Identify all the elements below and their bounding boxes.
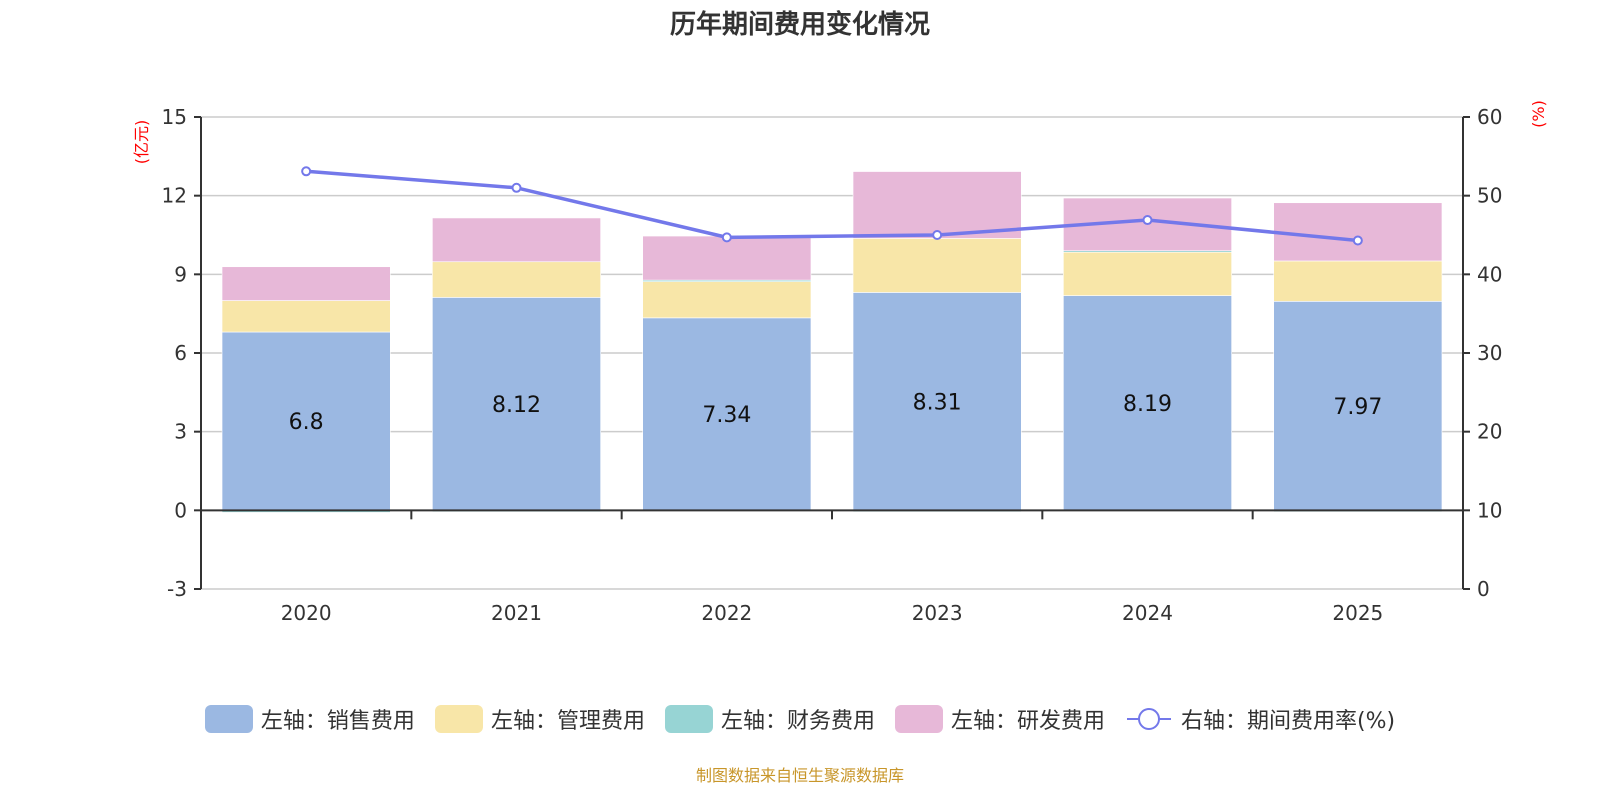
bar-segment	[642, 280, 812, 319]
right-axis-tick-label: 10	[1477, 498, 1502, 522]
bar-segment	[642, 235, 812, 281]
right-axis-tick-label: 50	[1477, 184, 1502, 208]
bar-value-label: 8.12	[492, 393, 541, 418]
bar-value-label: 8.19	[1123, 392, 1172, 417]
right-axis-tick-label: 20	[1477, 420, 1502, 444]
bar-segment	[432, 217, 601, 263]
bar-segment	[642, 317, 812, 511]
legend-item-rnd[interactable]: 左轴：研发费用	[894, 703, 1105, 735]
legend-label-sales: 左轴：销售费用	[260, 709, 415, 734]
bar-segment	[852, 171, 1022, 239]
legend-label-finance: 左轴：财务费用	[720, 709, 875, 734]
legend-label-rnd: 左轴：研发费用	[950, 709, 1105, 734]
right-axis-tick-label: 60	[1477, 105, 1502, 129]
right-axis-tick-label: 0	[1477, 577, 1490, 601]
x-axis-tick-label: 2021	[491, 601, 542, 625]
axes: -3 0 3 6 9 12 15 0 10 20 30 40 50 60 2020 2021 2022 2023 2…	[162, 105, 1503, 625]
bar-segment	[1273, 260, 1443, 302]
legend-label-rate: 右轴：期间费用率(%)	[1180, 709, 1396, 734]
left-axis-tick-label: 15	[162, 105, 187, 129]
legend-swatch-finance	[664, 705, 713, 733]
rate-line-point	[1142, 215, 1153, 226]
bar-segment	[221, 300, 391, 333]
legend-item-finance[interactable]: 左轴：财务费用	[664, 703, 875, 735]
left-axis-tick-label: 0	[174, 498, 187, 522]
bar-segment	[1273, 301, 1443, 511]
legend-item-sales[interactable]: 左轴：销售费用	[204, 703, 415, 735]
x-axis-tick-label: 2023	[912, 601, 963, 625]
rate-line-point	[1352, 235, 1363, 246]
x-axis-tick-label: 2025	[1332, 601, 1383, 625]
chart-plot: -3 0 3 6 9 12 15 0 10 20 30 40 50 60 2020 2021 2022 2023 2…	[132, 100, 1548, 625]
bar-value-label: 8.31	[913, 390, 962, 415]
chart-title: 历年期间费用变化情况	[669, 10, 930, 40]
grid-lines	[201, 116, 1463, 590]
left-axis-tick-label: 12	[162, 184, 187, 208]
rate-line-point	[301, 166, 312, 177]
bar-value-label: 6.8	[289, 410, 324, 435]
bar-segment	[221, 331, 391, 511]
x-axis-tick-label: 2022	[701, 601, 752, 625]
legend-item-rate[interactable]: 右轴：期间费用率(%)	[1125, 703, 1395, 735]
rate-line-point	[511, 182, 522, 193]
legend-line-circle-icon	[1126, 708, 1171, 730]
rate-line-path	[306, 169, 1359, 243]
bar-segment	[1273, 202, 1443, 262]
bar-segment	[432, 261, 601, 298]
bar-segment	[1063, 250, 1232, 296]
right-axis-unit: (%)	[1529, 100, 1548, 128]
legend-label-admin: 左轴：管理费用	[490, 709, 645, 734]
bar-segment	[852, 238, 1022, 293]
legend: 左轴：销售费用 左轴：管理费用 左轴：财务费用 左轴：研发费用 右轴：期间费用率…	[0, 703, 1600, 735]
legend-swatch-sales	[204, 705, 253, 733]
bar-segment	[432, 297, 601, 511]
left-axis-tick-label: 6	[174, 341, 187, 365]
bar-value-label: 7.97	[1333, 395, 1382, 420]
source-note: 制图数据来自恒生聚源数据库	[695, 766, 904, 785]
bars	[221, 171, 1443, 513]
right-axis-tick-label: 30	[1477, 341, 1502, 365]
bar-segment	[221, 266, 391, 301]
rate-line-point	[932, 230, 943, 240]
legend-swatch-admin	[434, 705, 483, 733]
bar-segment	[852, 292, 1022, 511]
left-axis-unit: (亿元)	[132, 120, 151, 165]
rate-line	[301, 166, 1363, 246]
x-axis-tick-label: 2024	[1122, 601, 1173, 625]
bar-labels: 6.8 8.12 7.34 8.31 8.19 7.97	[289, 390, 1383, 435]
x-axis-tick-label: 2020	[281, 601, 332, 625]
bar-segment	[1063, 295, 1232, 511]
legend-swatch-rnd	[894, 705, 943, 733]
right-axis-tick-label: 40	[1477, 262, 1502, 286]
left-axis-tick-label: -3	[167, 577, 187, 601]
left-axis-tick-label: 3	[174, 420, 187, 444]
left-axis-tick-label: 9	[174, 262, 187, 286]
rate-line-point	[721, 232, 732, 243]
legend-item-admin[interactable]: 左轴：管理费用	[434, 703, 645, 735]
bar-value-label: 7.34	[702, 403, 751, 428]
